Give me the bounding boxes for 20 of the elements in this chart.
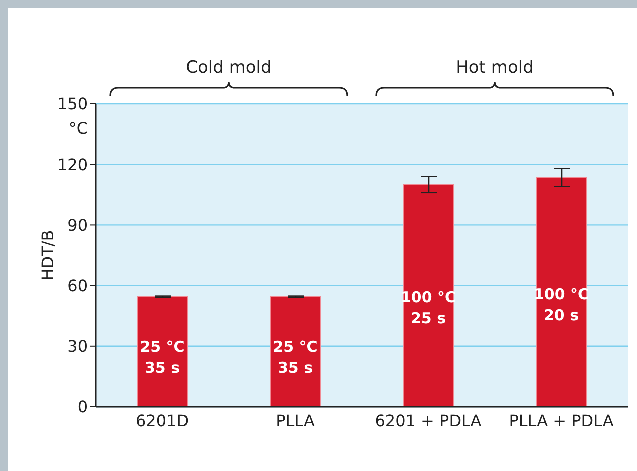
x-tick-label: PLLA xyxy=(276,411,315,430)
y-tick-label: 0 xyxy=(78,398,88,417)
y-tick-label: 120 xyxy=(57,155,88,174)
bar xyxy=(536,177,588,407)
bar xyxy=(404,184,454,407)
annotation: 25 °C 35 s xyxy=(140,338,185,378)
annotation: 25 °C 35 s xyxy=(273,338,318,378)
text: Hot mold xyxy=(456,58,534,78)
x-tick-label: PLLA + PDLA xyxy=(509,411,614,430)
y-tick-label: 150 xyxy=(57,94,88,114)
text: Cold mold xyxy=(186,58,272,78)
y-axis-title: HDT/B xyxy=(38,230,58,281)
text: °C xyxy=(68,119,88,138)
y-tick-label: 90 xyxy=(68,216,88,235)
bar xyxy=(138,296,188,407)
y-tick-label: 60 xyxy=(68,276,88,296)
x-tick-label: 6201D xyxy=(136,411,190,430)
x-tick-label: 6201 + PDLA xyxy=(375,411,482,430)
bar xyxy=(270,296,322,407)
y-tick-label: 30 xyxy=(68,337,88,356)
